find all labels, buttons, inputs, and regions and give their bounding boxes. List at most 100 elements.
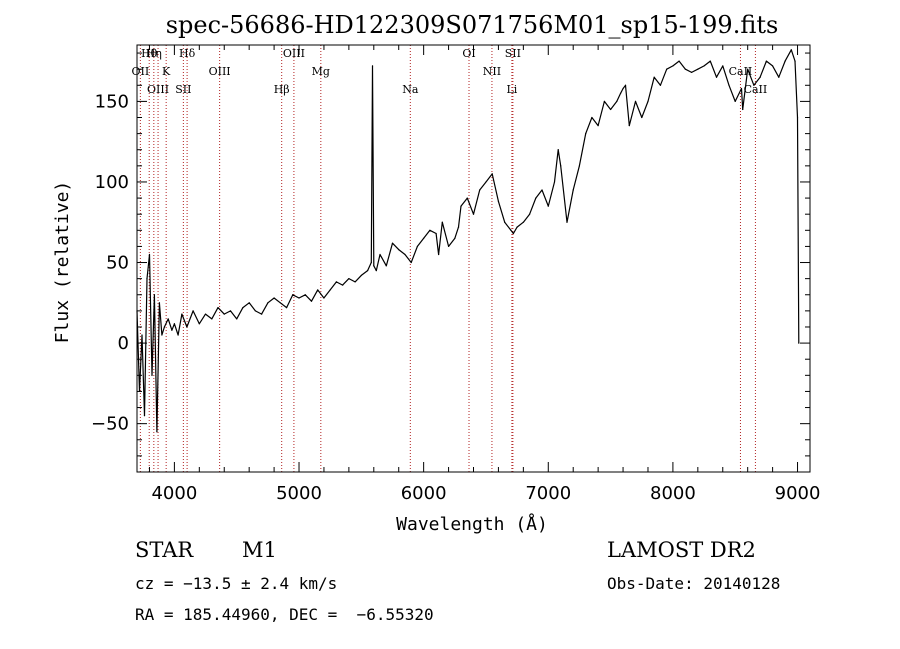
- spectrum-point: [794, 60, 796, 62]
- spectrum-point: [304, 294, 306, 296]
- chart-title: spec-56686-HD122309S071756M01_sp15-199.f…: [166, 11, 779, 39]
- spectrum-point: [703, 65, 705, 67]
- spectrum-point: [457, 226, 460, 228]
- spectrum-point: [141, 334, 143, 336]
- object-class: STAR: [135, 538, 194, 562]
- y-tick-label: −50: [91, 414, 129, 435]
- spectrum-point: [153, 294, 156, 296]
- spectrum-point: [335, 281, 338, 283]
- spectrum-point: [192, 310, 194, 312]
- spectrum-point: [659, 84, 662, 86]
- spectrum-point: [759, 76, 761, 78]
- spectrum-point: [715, 76, 718, 78]
- redshift-readout: cz = −13.5 ± 2.4 km/s: [135, 574, 338, 593]
- obs-date: Obs-Date: 20140128: [607, 574, 781, 593]
- spectrum-point: [371, 65, 374, 67]
- spectral-line-label: NII: [483, 65, 501, 78]
- spectrum-point: [512, 232, 514, 235]
- spectrum-point: [198, 323, 200, 325]
- spectrum-point: [148, 253, 151, 256]
- y-tick-label: 50: [106, 253, 129, 274]
- spectrum-point: [173, 323, 175, 325]
- spectrum-point: [728, 84, 730, 86]
- spectrum-point: [572, 189, 574, 191]
- spectrum-point: [624, 84, 627, 86]
- spectrum-point: [778, 76, 780, 78]
- spectrum-point: [722, 65, 724, 67]
- spectrum-point: [784, 60, 786, 62]
- spectrum-point: [211, 318, 213, 320]
- spectrum-point: [404, 253, 406, 256]
- spectrum-point: [423, 237, 425, 239]
- spectrum-point: [146, 278, 148, 280]
- spectrum-point: [691, 71, 693, 73]
- spectrum-point: [553, 181, 556, 183]
- spectrum-point: [578, 165, 581, 167]
- spectrum-point: [491, 173, 493, 175]
- spectrum-point: [261, 313, 263, 315]
- spectral-line-label: K: [162, 65, 171, 78]
- spectrum-point: [143, 415, 146, 417]
- plot-frame: [136, 44, 811, 473]
- spectrum-point: [438, 253, 440, 256]
- spectrum-point: [429, 229, 431, 231]
- spectral-line-label: Hη: [146, 47, 162, 60]
- spectrum-point: [342, 284, 344, 286]
- spectrum-point: [603, 100, 605, 102]
- spectrum-point: [622, 87, 624, 90]
- spectrum-point: [796, 116, 799, 119]
- spectrum-point: [772, 65, 774, 67]
- spectrum-point: [310, 300, 313, 302]
- spectrum-point: [522, 221, 524, 223]
- spectrum-point: [479, 189, 481, 191]
- spectrum-point: [366, 269, 369, 272]
- spectral-line-label: Li: [506, 83, 517, 96]
- spectrum-point: [242, 307, 244, 309]
- spectrum-point: [447, 245, 450, 248]
- spectrum-point: [181, 313, 183, 315]
- spectrum-point: [709, 60, 711, 62]
- spectrum-point: [628, 124, 630, 127]
- spectrum-point: [472, 213, 475, 215]
- spectrum-point: [747, 68, 749, 70]
- spectral-line-label: Mg: [312, 65, 330, 78]
- spectrum-point: [298, 297, 300, 299]
- spectrum-point: [163, 326, 166, 328]
- spectrum-point: [454, 237, 456, 239]
- spectrum-point: [585, 133, 587, 135]
- spectrum-point: [416, 245, 419, 248]
- spectrum-point: [236, 318, 238, 320]
- spectrum-point: [557, 149, 559, 151]
- spectrum-point: [370, 261, 372, 264]
- spectrum-point: [441, 221, 443, 223]
- spectrum-point: [354, 281, 356, 283]
- spectral-line-label: SII: [505, 47, 521, 60]
- spectrum-point: [254, 310, 256, 312]
- x-tick-label: 6000: [401, 483, 447, 504]
- spectrum-point: [634, 100, 637, 102]
- spectrum-point: [753, 84, 755, 86]
- spectrum-point: [485, 181, 487, 183]
- spectrum-point: [616, 100, 618, 102]
- spectrum-point: [547, 205, 549, 207]
- spectrum-point: [790, 49, 792, 51]
- spectrum-point: [229, 310, 232, 312]
- spectrum-point: [516, 226, 518, 228]
- spectrum-point: [609, 108, 612, 111]
- object-subclass: M1: [242, 538, 277, 562]
- spectrum-point: [167, 318, 169, 320]
- spectrum-point: [560, 165, 562, 167]
- spectrum-point: [379, 253, 381, 256]
- spectrum-point: [504, 221, 506, 223]
- spectrum-point: [653, 76, 655, 78]
- spectrum-point: [435, 232, 437, 235]
- spectrum-point: [375, 269, 377, 272]
- spectrum-series-line: [136, 49, 800, 433]
- spectrum-point: [156, 431, 158, 433]
- x-tick-label: 4000: [151, 483, 197, 504]
- spectrum-point: [460, 205, 462, 207]
- spectrum-point: [161, 334, 163, 336]
- spectrum-point: [285, 307, 288, 309]
- spectrum-point: [217, 307, 219, 309]
